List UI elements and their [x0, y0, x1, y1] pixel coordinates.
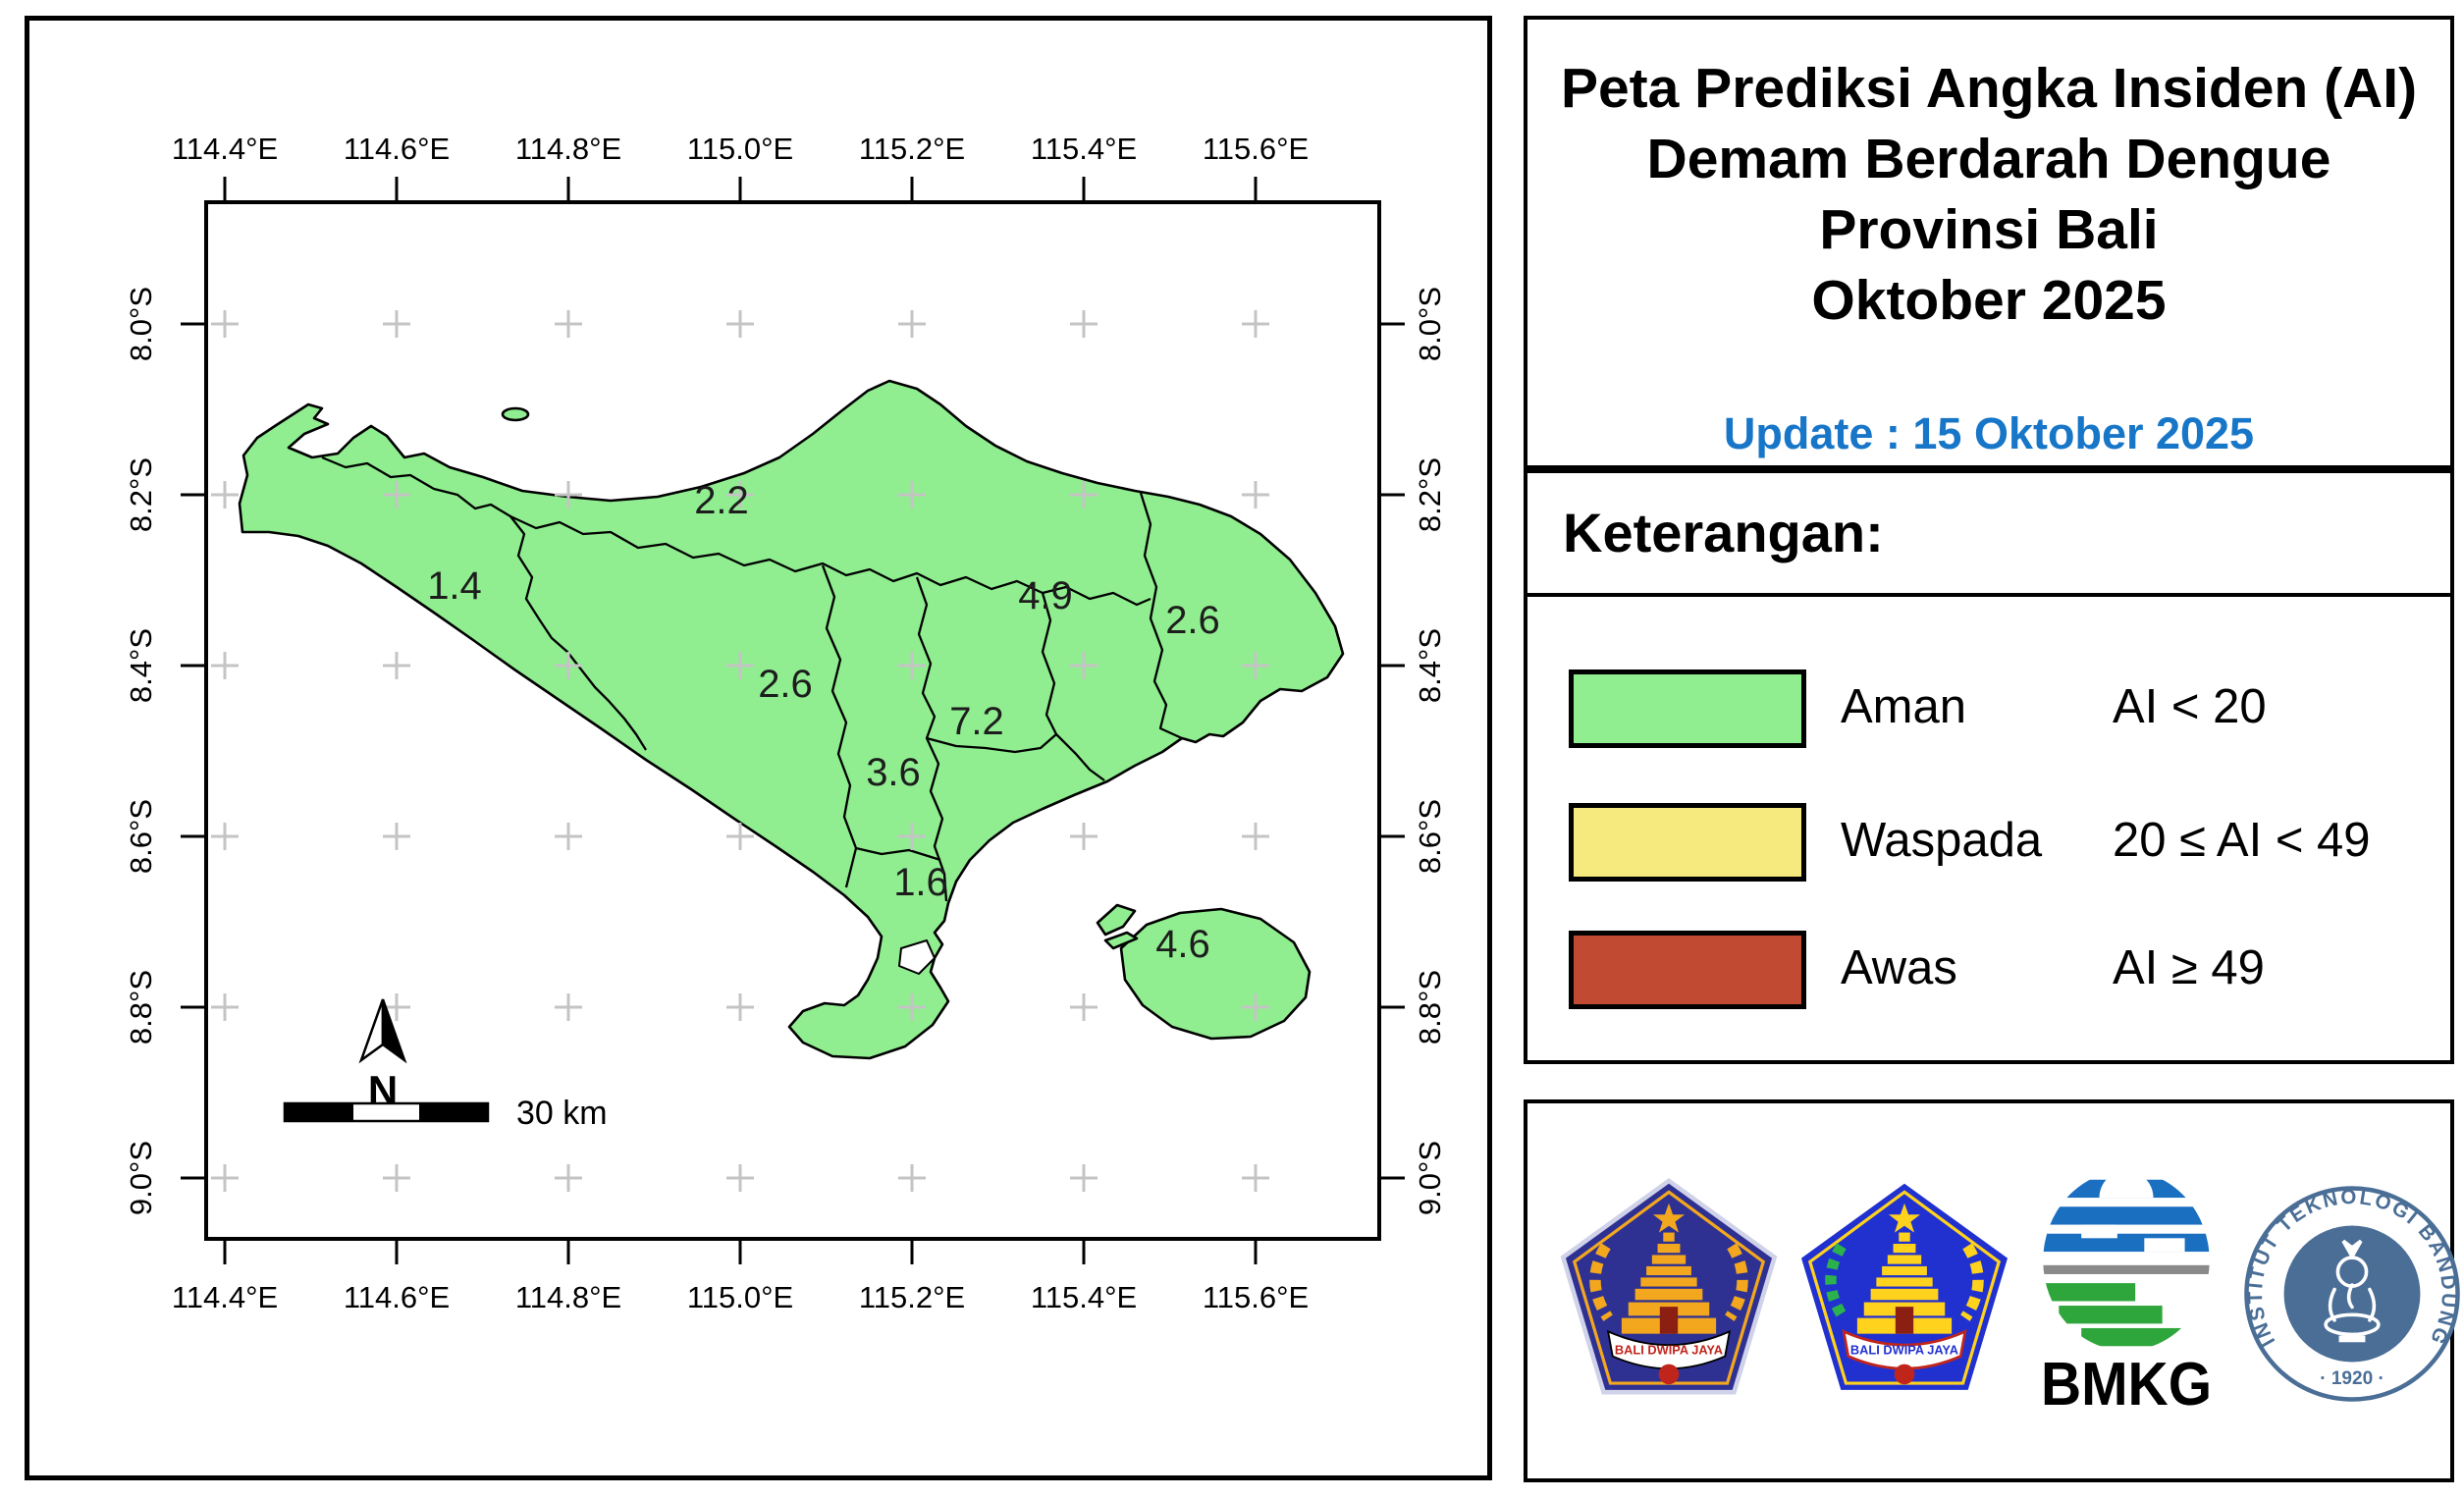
legend-row-waspada: Waspada 20 ≤ AI < 49	[1527, 803, 2450, 887]
y-axis-label: 8.2°S	[124, 457, 158, 532]
nusa-lembongan-island	[1096, 903, 1137, 937]
waspada-label: Waspada	[1841, 814, 2043, 867]
legend-row-awas: Awas AI ≥ 49	[1527, 931, 2450, 1015]
region-value-labels: 1.4 2.2 2.6 4.9 2.6 7.2 3.6 1.6 4.6	[427, 479, 1220, 966]
legend-row-aman: Aman AI < 20	[1527, 669, 2450, 754]
x-axis-label: 114.6°E	[344, 132, 450, 166]
waspada-color-swatch	[1569, 803, 1806, 882]
region-value-label: 2.2	[694, 479, 749, 522]
scale-bar: 30 km	[283, 1095, 608, 1132]
bali-emblem-navy-icon: BALI DWIPA JAYA	[1560, 1178, 1778, 1395]
x-axis-label: 114.4°E	[172, 1280, 278, 1314]
y-axis-label: 8.0°S	[1413, 287, 1447, 361]
region-value-label: 7.2	[949, 700, 1004, 743]
y-axis-label: 8.4°S	[124, 628, 158, 703]
title-panel: Peta Prediksi Angka Insiden (AI) Demam B…	[1524, 16, 2454, 469]
bali-emblem-blue-banner: BALI DWIPA JAYA	[1850, 1342, 1958, 1357]
region-value-label: 4.9	[1018, 574, 1073, 617]
bmkg-logo-label: BMKG	[2041, 1351, 2212, 1414]
waspada-condition: 20 ≤ AI < 49	[2113, 814, 2371, 867]
y-axis-label: 8.2°S	[1413, 457, 1447, 532]
logos-panel: BALI DWIPA JAYA BALI DWIPA JAYA	[1524, 1099, 2460, 1482]
x-axis-label: 115.0°E	[687, 132, 793, 166]
itb-logo-icon: INSTITUT TEKNOLOGI BANDUNG · 1920 ·	[2244, 1186, 2460, 1402]
axis-layer: 114.4°E 114.4°E 114.6°E 114.6°E 114.8°E 114.8…	[124, 132, 1447, 1314]
bali-emblem-blue-icon: BALI DWIPA JAYA	[1795, 1178, 2013, 1395]
aman-label: Aman	[1841, 680, 1967, 733]
y-axis-label: 9.0°S	[124, 1141, 158, 1215]
regency-boundaries	[321, 455, 1183, 902]
map-panel: 114.4°E 114.4°E 114.6°E 114.6°E 114.8°E 114.8…	[25, 16, 1492, 1480]
awas-color-swatch	[1569, 931, 1806, 1009]
ganesha-figure	[2324, 1239, 2381, 1343]
y-axis-label: 9.0°S	[1413, 1141, 1447, 1215]
benoa-bay-inlet	[898, 939, 936, 975]
itb-year-text: · 1920 ·	[2320, 1368, 2384, 1389]
title-line-4: Oktober 2025	[1811, 269, 2167, 332]
north-arrow-icon: N	[358, 998, 407, 1113]
map-title: Peta Prediksi Angka Insiden (AI) Demam B…	[1527, 53, 2450, 336]
title-line-3: Provinsi Bali	[1819, 198, 2159, 261]
x-axis-label: 114.4°E	[172, 132, 278, 166]
x-axis-label: 114.8°E	[515, 132, 621, 166]
x-axis-label: 115.0°E	[687, 1280, 793, 1314]
x-axis-label: 115.6°E	[1203, 132, 1309, 166]
y-axis-label: 8.8°S	[124, 970, 158, 1044]
x-axis-label: 115.4°E	[1031, 1280, 1137, 1314]
bali-emblem-navy-banner: BALI DWIPA JAYA	[1615, 1342, 1723, 1357]
grid-crosses	[211, 310, 1269, 1192]
awas-label: Awas	[1841, 941, 1957, 994]
y-axis-label: 8.4°S	[1413, 628, 1447, 703]
bali-map: 114.4°E 114.4°E 114.6°E 114.6°E 114.8°E 114.8…	[124, 132, 1447, 1314]
x-axis-label: 114.6°E	[344, 1280, 450, 1314]
region-value-label: 1.4	[427, 564, 482, 608]
region-value-label: 4.6	[1155, 923, 1210, 966]
region-value-label: 2.6	[758, 663, 813, 706]
y-axis-label: 8.6°S	[124, 799, 158, 874]
menjangan-islet	[501, 406, 530, 422]
x-axis-label: 115.2°E	[859, 132, 965, 166]
y-axis-label: 8.6°S	[1413, 799, 1447, 874]
awas-condition: AI ≥ 49	[2113, 941, 2265, 994]
aman-color-swatch	[1569, 669, 1806, 748]
bmkg-logo-icon: BMKG	[2041, 1170, 2212, 1414]
legend-panel: Keterangan: Aman AI < 20 Waspada 20 ≤ AI…	[1524, 469, 2454, 1064]
bali-mainland	[238, 379, 1345, 1060]
legend-header: Keterangan:	[1563, 502, 1884, 563]
x-axis-label: 114.8°E	[515, 1280, 621, 1314]
y-axis-label: 8.0°S	[124, 287, 158, 361]
aman-condition: AI < 20	[2113, 680, 2267, 733]
update-date: Update : 15 Oktober 2025	[1723, 408, 2255, 458]
x-axis-label: 115.4°E	[1031, 132, 1137, 166]
y-axis-label: 8.8°S	[1413, 970, 1447, 1044]
x-axis-label: 115.6°E	[1203, 1280, 1309, 1314]
nusa-ceningan-island	[1103, 931, 1139, 950]
legend-divider	[1527, 593, 2450, 597]
title-line-2: Demam Berdarah Dengue	[1646, 128, 2331, 190]
scale-bar-label: 30 km	[516, 1095, 608, 1132]
region-value-label: 1.6	[893, 861, 948, 904]
title-line-1: Peta Prediksi Angka Insiden (AI)	[1560, 57, 2418, 120]
region-value-label: 3.6	[866, 751, 921, 794]
x-axis-label: 115.2°E	[859, 1280, 965, 1314]
region-value-label: 2.6	[1165, 599, 1220, 642]
